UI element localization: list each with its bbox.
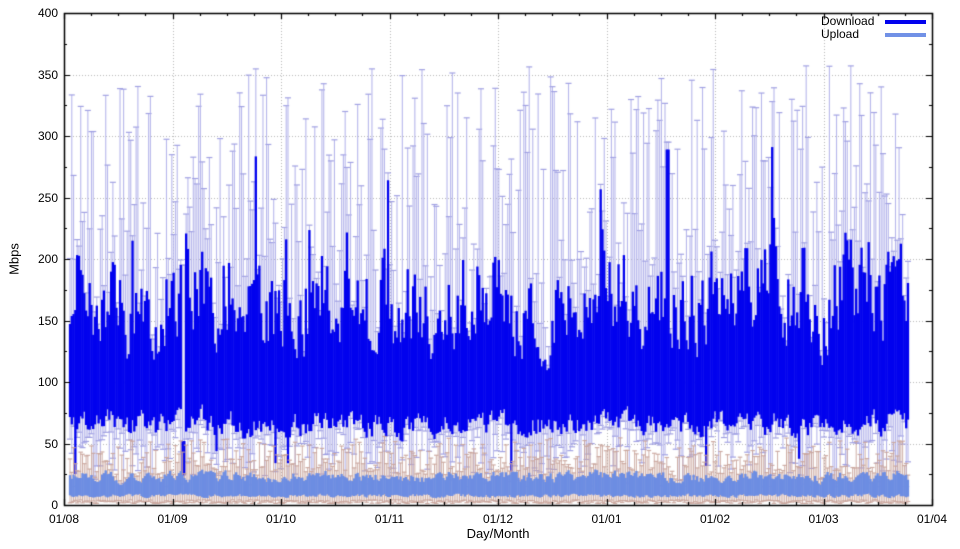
legend-entry-upload: Upload	[821, 28, 926, 41]
x-tick-label: 01/04	[916, 512, 948, 526]
y-tick-label: 200	[37, 252, 58, 266]
x-tick-label: 01/09	[157, 512, 188, 526]
x-tick-label: 01/12	[482, 512, 514, 526]
x-tick-label: 01/02	[699, 512, 731, 526]
x-tick-label: 01/08	[48, 512, 80, 526]
y-tick-label: 400	[37, 6, 58, 20]
x-tick-label: 01/01	[591, 512, 622, 526]
legend-entry-download: Download	[821, 15, 926, 28]
y-tick-label: 300	[37, 129, 58, 143]
x-tick-label: 01/10	[265, 512, 297, 526]
y-tick-label: 250	[37, 190, 58, 205]
legend-label-upload: Upload	[821, 27, 860, 41]
legend-label-download: Download	[821, 14, 875, 28]
y-tick-label: 350	[37, 67, 58, 82]
download-line-swatch	[885, 19, 926, 24]
y-tick-label: 50	[44, 436, 58, 451]
y-tick-label: 150	[37, 313, 58, 328]
legend: Download Upload	[821, 15, 926, 41]
y-tick-label: 0	[51, 498, 58, 512]
x-axis-label: Day/Month	[466, 526, 530, 541]
upload-line-swatch	[885, 32, 926, 37]
x-tick-label: 01/11	[374, 512, 405, 526]
x-tick-label: 01/03	[808, 512, 839, 526]
y-tick-label: 100	[37, 375, 58, 389]
